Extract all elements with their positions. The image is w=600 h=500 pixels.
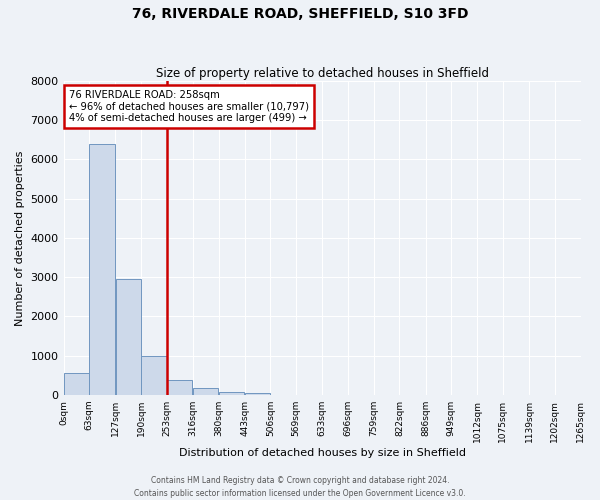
Bar	[116, 279, 141, 395]
X-axis label: Distribution of detached houses by size in Sheffield: Distribution of detached houses by size …	[179, 448, 466, 458]
Bar	[193, 388, 218, 395]
Text: 76 RIVERDALE ROAD: 258sqm
← 96% of detached houses are smaller (10,797)
4% of se: 76 RIVERDALE ROAD: 258sqm ← 96% of detac…	[69, 90, 309, 124]
Y-axis label: Number of detached properties: Number of detached properties	[15, 150, 25, 326]
Text: 76, RIVERDALE ROAD, SHEFFIELD, S10 3FD: 76, RIVERDALE ROAD, SHEFFIELD, S10 3FD	[132, 8, 468, 22]
Bar	[245, 392, 270, 395]
Bar	[64, 373, 89, 395]
Bar	[142, 356, 167, 395]
Bar	[219, 392, 244, 395]
Text: Contains HM Land Registry data © Crown copyright and database right 2024.
Contai: Contains HM Land Registry data © Crown c…	[134, 476, 466, 498]
Title: Size of property relative to detached houses in Sheffield: Size of property relative to detached ho…	[155, 66, 488, 80]
Bar	[89, 144, 115, 395]
Bar	[167, 380, 193, 395]
